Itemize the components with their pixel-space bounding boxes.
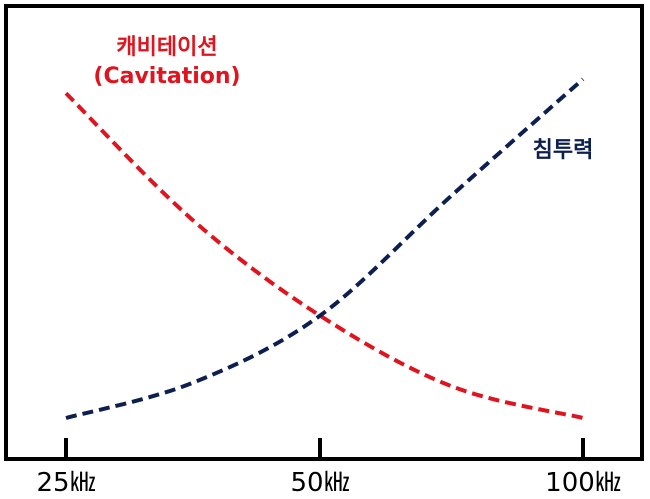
x-tick-label-1: 50㎑ <box>290 468 349 498</box>
series-label-penetration: 침투력 <box>533 138 594 163</box>
x-tick-label-2: 100㎑ <box>545 468 621 498</box>
series-line-penetration <box>65 77 585 420</box>
series-label-cavitation-line1: 캐비테이션 <box>116 35 217 60</box>
series-label-cavitation-line2: (Cavitation) <box>93 64 240 89</box>
series-line-cavitation <box>64 91 584 420</box>
plot-frame <box>4 4 644 461</box>
x-tick-label-0: 25㎑ <box>36 468 95 498</box>
